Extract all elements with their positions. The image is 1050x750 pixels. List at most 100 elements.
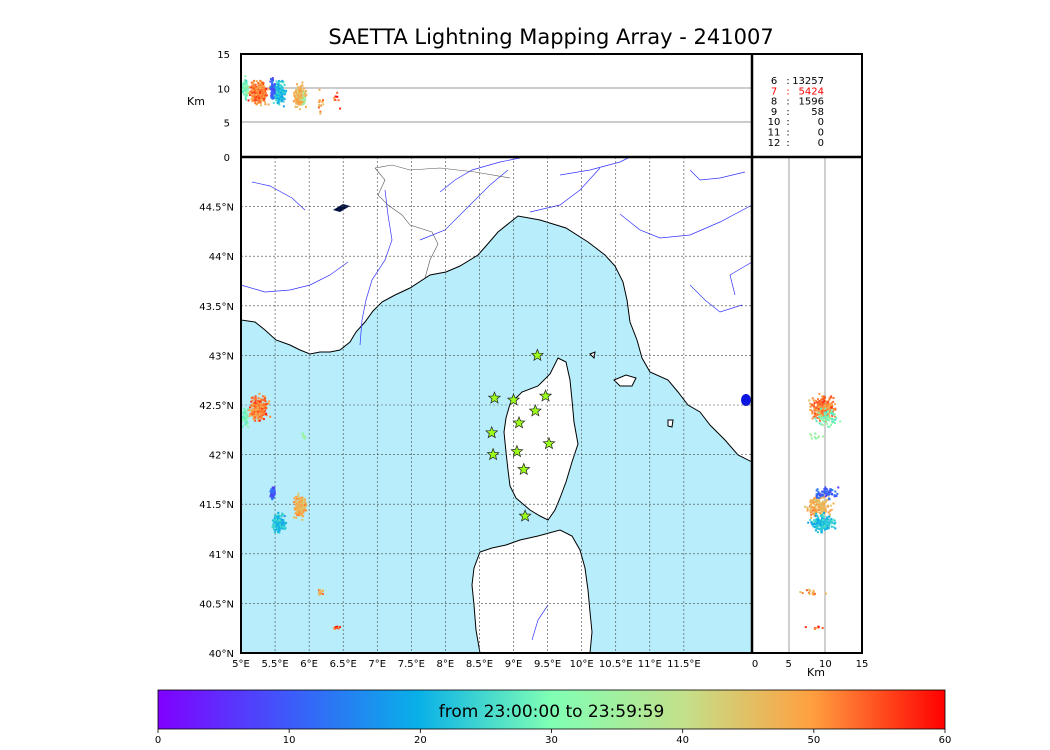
source-point (814, 627, 817, 630)
source-point (278, 85, 281, 88)
source-point (262, 410, 265, 413)
source-point (261, 85, 264, 88)
source-point (816, 527, 819, 530)
source-point (293, 91, 296, 94)
source-point (835, 416, 838, 419)
source-point (809, 505, 812, 508)
source-point (297, 504, 300, 507)
source-point (820, 502, 823, 505)
source-point (260, 402, 263, 405)
source-point (262, 98, 265, 101)
source-point (811, 412, 814, 415)
source-point (279, 88, 282, 91)
source-point (251, 97, 254, 100)
source-point (823, 409, 826, 412)
source-point (819, 418, 822, 421)
source-point (834, 403, 837, 406)
source-point (826, 490, 829, 493)
sardinia-island (471, 529, 593, 653)
source-point (814, 511, 817, 514)
source-point (272, 523, 275, 526)
source-point (834, 415, 837, 418)
source-point (808, 593, 811, 596)
source-point (242, 411, 245, 414)
source-point (279, 96, 282, 99)
source-point (822, 525, 825, 528)
source-point (271, 493, 274, 496)
lat-tick-label: 44.5°N (199, 203, 234, 214)
source-point (815, 489, 818, 492)
source-point (270, 82, 273, 85)
source-point (822, 503, 825, 506)
source-point (806, 509, 809, 512)
source-point (814, 520, 817, 523)
colorbar-tick-label: 10 (283, 735, 296, 746)
source-point (818, 405, 821, 408)
source-point (828, 408, 831, 411)
source-point (258, 94, 261, 97)
source-point (261, 398, 264, 401)
source-point (258, 412, 261, 415)
source-point (271, 526, 274, 529)
source-point (305, 93, 308, 96)
source-point (814, 498, 817, 501)
source-point (243, 81, 246, 84)
source-point (245, 415, 248, 418)
source-point (243, 89, 246, 92)
source-point (270, 94, 273, 97)
source-point (280, 526, 283, 529)
source-point (270, 87, 273, 90)
source-point (251, 95, 254, 98)
source-point (819, 497, 822, 500)
stats-separator: : (786, 107, 789, 118)
source-point (259, 94, 262, 97)
source-point (254, 83, 257, 86)
source-point (296, 92, 299, 95)
source-point (821, 496, 824, 499)
source-point (304, 509, 307, 512)
source-point (282, 88, 285, 91)
source-point (277, 95, 280, 98)
stats-value: 13257 (792, 76, 824, 87)
source-point (245, 422, 248, 425)
source-point (245, 411, 248, 414)
source-point (809, 518, 812, 521)
source-point (298, 92, 301, 95)
source-point (295, 501, 298, 504)
source-point (297, 94, 300, 97)
source-point (252, 87, 255, 90)
source-point (275, 86, 278, 89)
source-point (293, 94, 296, 97)
source-point (257, 101, 260, 104)
source-point (799, 591, 802, 594)
source-point (818, 509, 821, 512)
source-point (303, 437, 306, 440)
source-point (271, 495, 274, 498)
source-point (283, 524, 286, 527)
source-point (815, 408, 818, 411)
source-point (303, 503, 306, 506)
source-point (272, 95, 275, 98)
source-point (828, 405, 831, 408)
source-point (812, 502, 815, 505)
elba-island (613, 374, 637, 387)
source-point (298, 508, 301, 511)
source-point (273, 83, 276, 86)
source-point (273, 514, 276, 517)
source-point (300, 85, 303, 88)
source-point (811, 509, 814, 512)
source-point (271, 77, 274, 80)
source-point (282, 81, 285, 84)
source-point (245, 94, 248, 97)
source-point (262, 89, 265, 92)
borders (374, 164, 511, 279)
source-point (244, 419, 247, 422)
source-point (302, 511, 305, 514)
source-point (839, 420, 842, 423)
stats-station-count: 10 (768, 117, 781, 128)
source-point (298, 497, 301, 500)
source-point (824, 495, 827, 498)
source-point (255, 92, 258, 95)
source-point (811, 592, 814, 595)
source-point (243, 407, 246, 410)
